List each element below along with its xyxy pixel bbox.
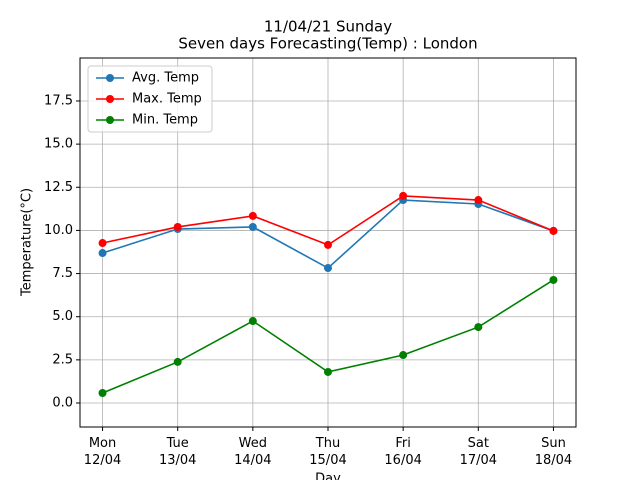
y-tick-label: 10.0 [44,223,73,238]
y-tick-label: 15.0 [44,137,73,152]
point [173,222,182,231]
point [324,367,332,376]
x-tick-label: Wed 14/04 [234,436,271,468]
point [474,323,483,332]
legend-label: Avg. Temp [132,71,199,86]
point [173,357,182,366]
y-axis-label: Temperature(°C) [20,188,35,297]
y-tick-label: 0.0 [52,396,73,411]
point [248,317,257,326]
point [98,249,107,258]
legend-marker [106,74,114,82]
y-tick-label: 12.5 [44,180,73,195]
x-tick-label: Mon 12/04 [84,436,121,468]
legend-box [87,65,213,133]
x-axis-label: Day [315,472,341,480]
plot-frame [79,57,577,428]
x-tick-label: Tue 13/04 [159,436,196,468]
y-tick-label: 7.5 [52,266,73,281]
chart-title: 11/04/21 Sunday [264,18,392,36]
grid [80,58,576,427]
x-tick-label: Sat 17/04 [460,436,497,468]
y-tick-label: 2.5 [52,352,73,367]
point [324,240,332,249]
point [399,191,408,200]
chart-subtitle: Seven days Forecasting(Temp) : London [178,35,477,53]
x-tick-label: Thu 15/04 [309,436,346,468]
point [324,264,332,273]
point [98,239,107,248]
x-tick-label: Fri 16/04 [384,436,421,468]
point [549,275,558,284]
point [248,211,257,220]
point [98,388,107,397]
point [474,196,483,205]
legend-label: Min. Temp [132,113,198,128]
y-tick-label: 17.5 [44,93,73,108]
y-tick-label: 5.0 [52,309,73,324]
legend-marker [106,95,114,103]
x-tick-label: Sun 18/04 [535,436,572,468]
point [399,351,408,360]
legend-label: Max. Temp [132,92,202,107]
point [248,222,257,231]
point [549,226,558,235]
legend-marker [106,116,114,124]
